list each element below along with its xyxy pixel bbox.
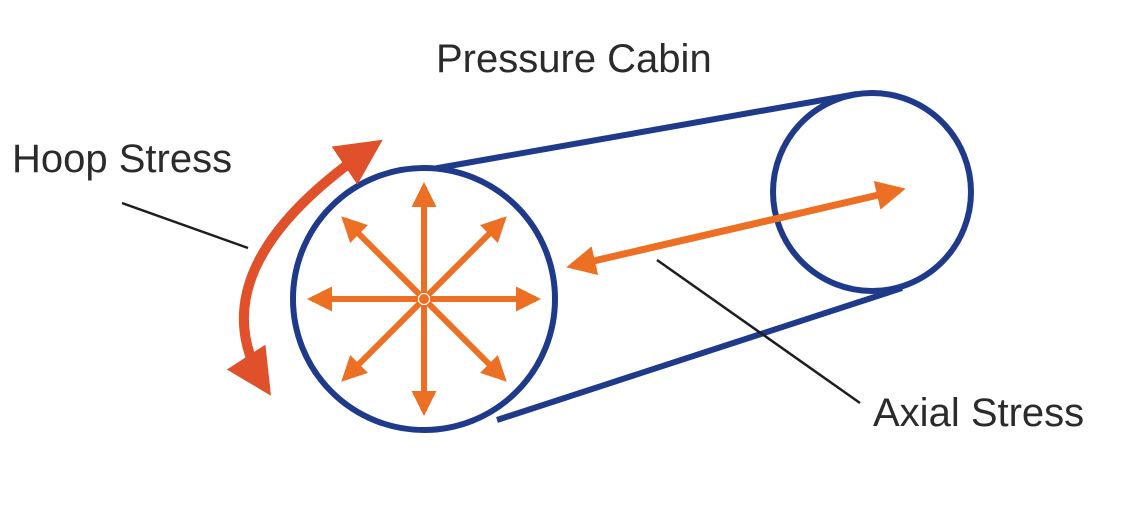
diagram-title: Pressure Cabin [436,37,712,81]
axial-stress-arrow [566,180,906,276]
cylinder-top-edge [403,91,858,177]
radial-arrow [426,301,507,382]
hoop-stress-label: Hoop Stress [12,137,232,181]
cylinder [290,90,974,433]
axial-stress-label: Axial Stress [873,391,1084,435]
hoop-stress-arrow [226,139,383,396]
hoop-leader-line [121,201,249,250]
radial-center-hub [419,294,429,304]
axial-leader-line [656,258,861,405]
radial-arrow [426,216,507,297]
cylinder-bottom-edge [496,285,903,423]
cylinder-back-end [770,90,974,294]
